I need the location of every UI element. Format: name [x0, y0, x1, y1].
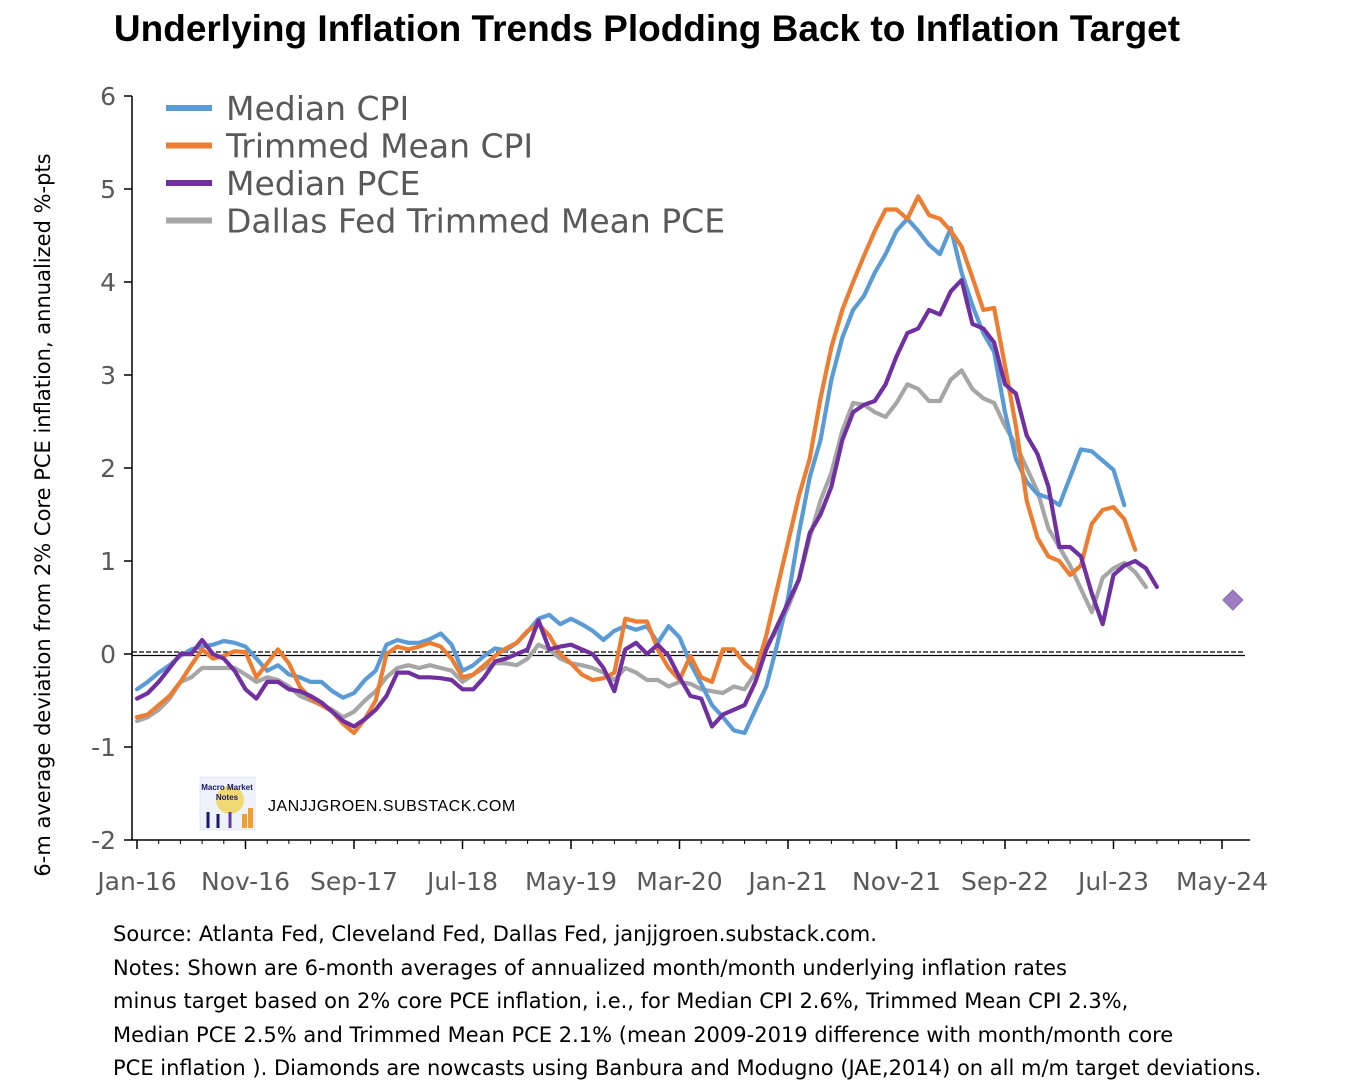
series-line-median-pce — [134, 278, 1160, 729]
source-notes: Source: Atlanta Fed, Cleveland Fed, Dall… — [113, 918, 1353, 1086]
x-tick-label: Sep-22 — [961, 867, 1049, 896]
notes-line-source: Source: Atlanta Fed, Cleveland Fed, Dall… — [113, 922, 877, 946]
chart-title: Underlying Inflation Trends Plodding Bac… — [113, 8, 1181, 49]
y-tick-label: 2 — [100, 454, 116, 483]
y-tick-label: 3 — [100, 361, 116, 390]
notes-line-3: Median PCE 2.5% and Trimmed Mean PCE 2.1… — [113, 1022, 1174, 1047]
y-tick-label: -1 — [91, 733, 116, 762]
y-axis-label: 6-m average deviation from 2% Core PCE i… — [31, 153, 55, 876]
series-line-median-cpi — [134, 216, 1127, 736]
x-tick-label: Jan-21 — [746, 867, 827, 896]
y-tick-label: -2 — [91, 826, 116, 855]
y-tick-label: 1 — [100, 547, 116, 576]
x-tick-label: Sep-17 — [310, 867, 398, 896]
x-tick-label: Nov-16 — [201, 867, 290, 896]
x-tick-label: Mar-20 — [636, 867, 722, 896]
notes-line-1: Notes: Shown are 6-month averages of ann… — [113, 955, 1067, 980]
nowcast-diamond — [1222, 589, 1244, 611]
x-tick-label: Nov-21 — [852, 867, 941, 896]
axes: -2 -1 0 1 2 3 4 5 6 Jan-16 Nov-16 Sep-17 Jul-18 May-1… — [91, 82, 1268, 896]
legend-label-4: Dallas Fed Trimmed Mean PCE — [226, 202, 725, 241]
watermark: Macro Market Notes JANJJGROEN.SUBSTACK.C… — [199, 776, 516, 831]
legend-label-2: Trimmed Mean CPI — [225, 127, 533, 166]
series-line-dallas-fed-trimmed-mean-pce — [134, 368, 1149, 724]
legend-label-3: Median PCE — [226, 164, 420, 203]
notes-line-4: PCE inflation ). Diamonds are nowcasts u… — [113, 1056, 1262, 1080]
notes-line-2: minus target based on 2% core PCE inflat… — [113, 989, 1129, 1013]
y-tick-label: 5 — [100, 175, 116, 204]
x-tick-label: Jan-16 — [95, 867, 176, 896]
macro-market-notes-logo: Macro Market Notes — [199, 776, 256, 831]
x-tick-label: May-24 — [1176, 867, 1268, 896]
logo-text-line-1: Macro Market — [201, 783, 253, 792]
x-tick-label: May-19 — [525, 867, 617, 896]
x-tick-label: Jul-23 — [1076, 867, 1149, 896]
y-tick-label: 0 — [100, 640, 116, 669]
y-tick-label: 6 — [100, 82, 116, 111]
watermark-url: JANJJGROEN.SUBSTACK.COM — [268, 798, 516, 815]
x-tick-label: Jul-18 — [425, 867, 498, 896]
legend-label-1: Median CPI — [226, 89, 409, 128]
series-lines — [134, 194, 1244, 736]
logo-text-line-2: Notes — [216, 793, 239, 802]
y-tick-label: 4 — [100, 268, 116, 297]
